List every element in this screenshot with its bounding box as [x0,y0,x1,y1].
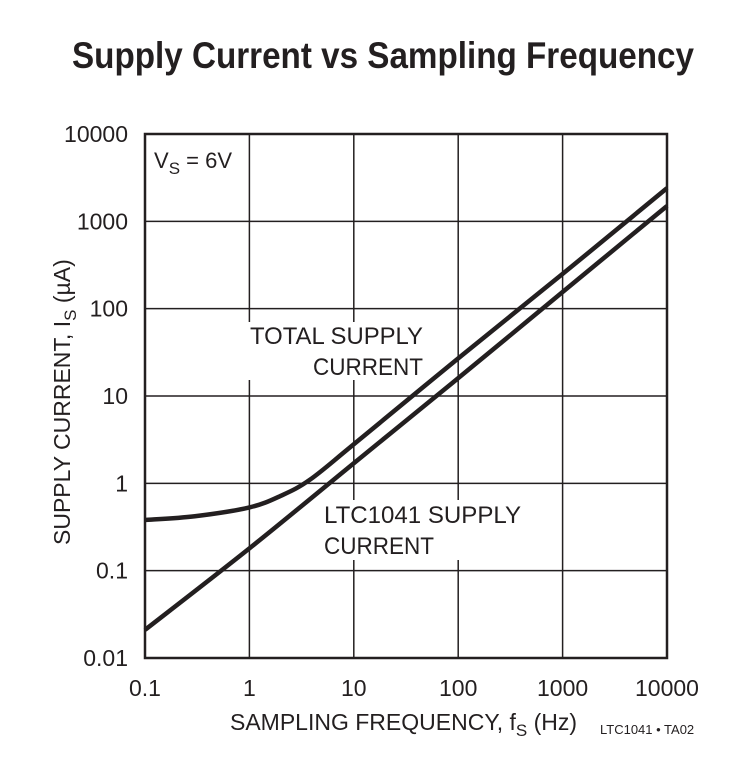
ltc1041-supply-current-line [143,204,669,632]
plot-frame [143,132,669,660]
series-label-total-1: TOTAL SUPPLY [250,323,423,350]
series-label-total-2: CURRENT [313,354,423,381]
label-masks [148,146,524,560]
y-tick-label: 1 [115,470,128,496]
x-axis-label: SAMPLING FREQUENCY, fS (Hz) [230,709,577,740]
series-lines [143,186,669,632]
y-tick-label: 0.01 [83,645,128,671]
y-axis-label: SUPPLY CURRENT, IS (µA) [49,259,80,545]
y-tick-label: 1000 [77,208,128,234]
label-background [246,322,426,380]
condition-label: VS = 6V [154,148,232,178]
y-tick-label: 10000 [64,121,128,147]
x-tick-label: 1000 [537,675,588,701]
x-tick-label: 10 [341,675,367,701]
footnote: LTC1041 • TA02 [600,722,694,737]
total-supply-current-line [144,186,669,523]
grid [144,133,668,659]
series-label-ltc-1: LTC1041 SUPPLY [324,502,521,529]
y-tick-label: 100 [90,296,128,322]
x-tick-label: 100 [439,675,477,701]
x-tick-label: 0.1 [129,675,161,701]
series-label-ltc-2: CURRENT [324,533,434,560]
x-tick-label: 10000 [635,675,699,701]
y-tick-label: 0.1 [96,558,128,584]
label-background [320,500,524,560]
label-background [148,146,242,176]
chart-title: Supply Current vs Sampling Frequency [72,35,694,76]
x-tick-label: 1 [243,675,256,701]
y-tick-label: 10 [102,383,128,409]
